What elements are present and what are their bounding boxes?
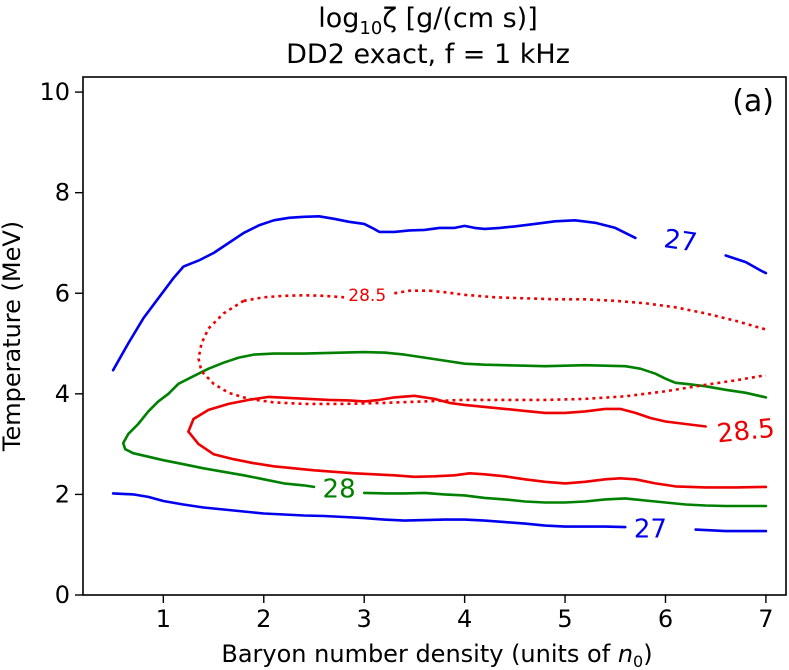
x-tick-label: 4	[457, 605, 472, 633]
title-zeta: ζ [g/(cm s)]	[382, 3, 537, 34]
x-tick-label: 2	[256, 605, 271, 633]
series-layer	[111, 215, 768, 533]
chart-subtitle: DD2 exact, f = 1 kHz	[286, 39, 570, 70]
y-tick-label: 6	[55, 279, 70, 307]
x-axis-label-text: Baryon number density (units of	[221, 640, 617, 668]
y-axis-label: Temperature (MeV)	[0, 221, 26, 452]
y-tick-label: 8	[55, 179, 70, 207]
contour-line-27	[694, 528, 768, 533]
contour-line-28-5	[394, 289, 430, 295]
y-axis-ticks: 0 2 4 6 8 10	[39, 78, 83, 609]
contour-label-28-5: 28.5	[348, 286, 386, 306]
y-tick-label: 2	[55, 480, 70, 508]
x-tick-label: 6	[658, 605, 673, 633]
contour-line-28	[121, 392, 316, 489]
y-tick-label: 10	[39, 78, 70, 106]
contour-line-28-5	[187, 430, 768, 489]
contour-line-28	[167, 350, 768, 399]
contour-line-28-5	[243, 294, 345, 303]
x-tick-label: 3	[357, 605, 372, 633]
chart-title: log10ζ [g/(cm s)]	[318, 3, 538, 39]
x-axis-label-symbol: n	[618, 640, 633, 668]
contour-line-27	[111, 215, 637, 372]
x-tick-label: 7	[758, 605, 773, 633]
title-log-subscript: 10	[359, 18, 382, 39]
panel-label: (a)	[732, 84, 774, 119]
plot-frame	[82, 76, 787, 596]
x-tick-label: 1	[156, 605, 171, 633]
y-tick-label: 4	[55, 380, 70, 408]
contour-line-27	[724, 254, 768, 275]
contour-line-27	[111, 492, 627, 529]
contour-line-28-5	[197, 299, 767, 406]
contour-line-28-5	[429, 289, 767, 331]
x-axis-label-subscript: 0	[633, 652, 643, 670]
contour-labels: 27 27 28 28.5 28.5	[323, 224, 777, 544]
title-log: log	[318, 3, 359, 34]
contour-label-27: 27	[662, 224, 699, 258]
x-axis-label: Baryon number density (units of n0)	[221, 640, 652, 670]
x-tick-label: 5	[557, 605, 572, 633]
contour-line-28	[362, 491, 768, 508]
contour-label-27: 27	[634, 515, 667, 545]
contour-label-28-5: 28.5	[715, 414, 776, 450]
y-tick-label: 0	[55, 581, 70, 609]
contour-label-28: 28	[323, 474, 356, 504]
contour-line-28-5	[187, 394, 707, 433]
x-axis-ticks: 1 2 3 4 5 6 7	[156, 595, 774, 633]
x-axis-label-close: )	[643, 640, 652, 668]
